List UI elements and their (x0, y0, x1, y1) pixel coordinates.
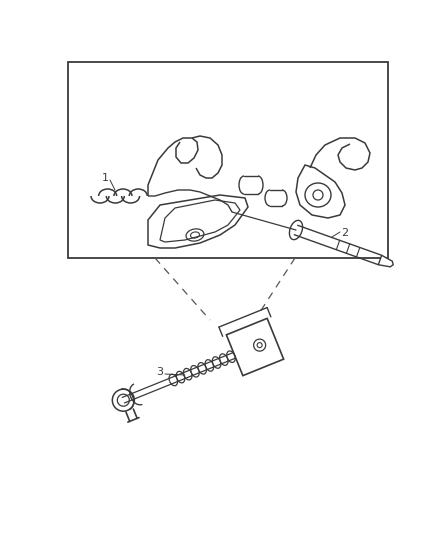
Polygon shape (226, 318, 283, 376)
Text: 1: 1 (101, 173, 108, 183)
Polygon shape (295, 165, 344, 218)
Polygon shape (148, 195, 247, 248)
Bar (68, 62, 387, 258)
Text: 2: 2 (341, 228, 348, 238)
Polygon shape (378, 255, 392, 267)
Polygon shape (159, 200, 240, 242)
Text: 3: 3 (156, 367, 163, 377)
